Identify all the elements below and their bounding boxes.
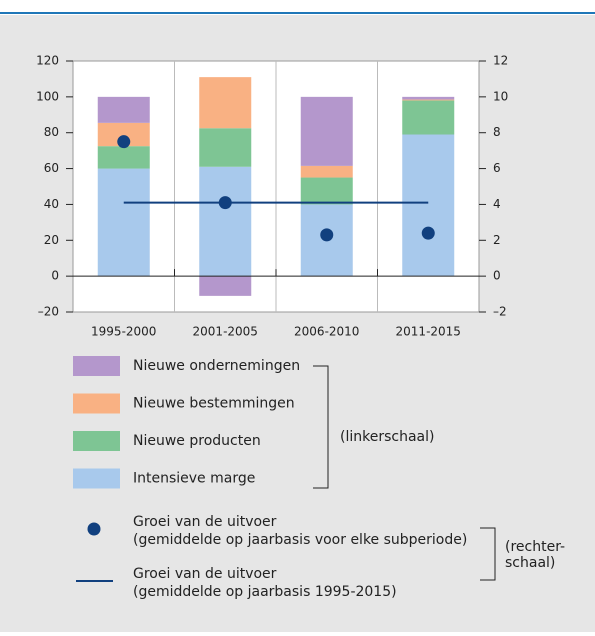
top-rule	[0, 12, 595, 14]
legend-label: (gemiddelde op jaarbasis voor elke subpe…	[133, 532, 467, 548]
bar-segment	[97, 146, 150, 169]
legend-label: Groei van de uitvoer	[133, 514, 277, 530]
legend-swatch	[73, 356, 120, 376]
scale-note: schaal)	[505, 555, 555, 571]
bar-segment	[402, 96, 455, 100]
bracket	[313, 365, 329, 489]
y2-tick-label: 0	[493, 269, 501, 283]
bar-segment	[97, 122, 150, 147]
x-tick-label: 2001-2005	[193, 325, 258, 339]
bracket	[480, 527, 496, 581]
scale-note: (rechter-	[505, 539, 565, 555]
bar-segment	[199, 128, 252, 167]
bar-segment	[300, 177, 353, 205]
legend-dot	[87, 522, 101, 536]
legend-swatch	[73, 393, 120, 414]
y-tick-label: –20	[38, 305, 59, 319]
bar-segment	[402, 100, 455, 135]
y2-tick-label: 6	[493, 161, 501, 175]
y2-tick-label: 8	[493, 125, 501, 139]
legend-label: Nieuwe ondernemingen	[133, 358, 300, 374]
y2-tick-label: 12	[493, 54, 508, 68]
bar-segment	[402, 99, 455, 101]
y2-tick-label: 10	[493, 89, 508, 103]
bar-segment	[199, 77, 252, 129]
bar-segment	[402, 134, 455, 277]
x-tick-label: 1995-2000	[91, 325, 156, 339]
y-tick-label: 120	[36, 54, 59, 68]
legend-swatch	[73, 431, 120, 451]
dot	[421, 226, 435, 240]
y-tick-label: 80	[44, 125, 59, 139]
x-tick-label: 2006-2010	[294, 325, 359, 339]
bar-segment	[300, 165, 353, 178]
scale-note: (linkerschaal)	[340, 429, 434, 445]
y-tick-label: 0	[51, 269, 59, 283]
y2-tick-label: 4	[493, 197, 501, 211]
bar-segment	[199, 166, 252, 277]
bar-segment	[97, 168, 150, 277]
legend-label: (gemiddelde op jaarbasis 1995-2015)	[133, 584, 397, 600]
y-tick-label: 100	[36, 89, 59, 103]
y2-tick-label: 2	[493, 233, 501, 247]
dot	[320, 228, 334, 242]
legend-label: Nieuwe bestemmingen	[133, 396, 295, 412]
dot	[117, 135, 131, 149]
y-tick-label: 40	[44, 197, 59, 211]
legend-label: Intensieve marge	[133, 471, 255, 487]
legend-label: Groei van de uitvoer	[133, 566, 277, 582]
y-tick-label: 20	[44, 233, 59, 247]
bar-segment	[199, 276, 252, 296]
bar-segment	[300, 96, 353, 166]
dot	[218, 196, 232, 210]
y-tick-label: 60	[44, 161, 59, 175]
x-tick-label: 2011-2015	[396, 325, 461, 339]
y2-tick-label: –2	[493, 305, 507, 319]
legend-swatch	[73, 468, 120, 489]
legend-label: Nieuwe producten	[133, 433, 261, 449]
bar-segment	[97, 96, 150, 123]
